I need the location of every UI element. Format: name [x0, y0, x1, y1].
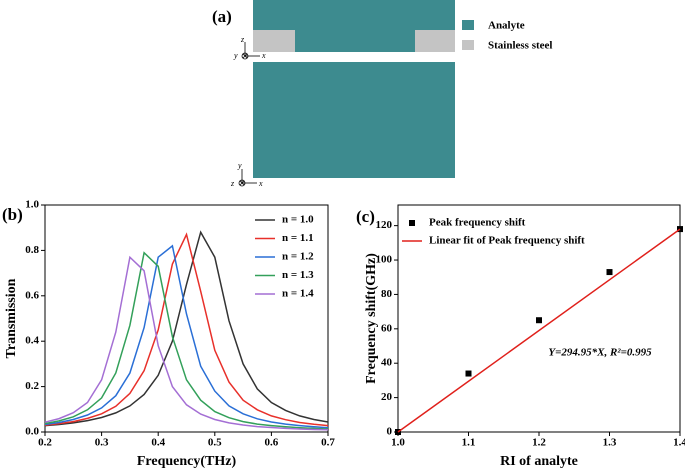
y-tick-label: 0.2	[25, 380, 39, 392]
analyte-slot	[295, 30, 415, 52]
legend-label: Linear fit of Peak frequency shift	[429, 235, 585, 247]
scatter-point	[536, 317, 542, 324]
y-tick-label: 0.0	[25, 426, 39, 438]
x-tick-label: 0.3	[95, 437, 109, 449]
series-line	[44, 255, 329, 431]
panel-label: (c)	[356, 207, 375, 226]
y-tick-label: 60	[381, 322, 393, 334]
scatter-point	[677, 226, 683, 233]
y-tick-label: 0.6	[25, 289, 39, 301]
scatter-point	[465, 370, 472, 377]
y-tick-label: 20	[381, 391, 393, 403]
x-tick-label: 0.6	[265, 437, 279, 449]
x-tick-label: 1.4	[673, 437, 685, 449]
x-tick-label: 0.2	[38, 437, 52, 449]
series-line	[44, 244, 329, 429]
y-tick-label: 40	[381, 357, 393, 369]
y-axis-label: Frequency shift(GHz)	[364, 253, 379, 384]
axis-label: x	[258, 179, 263, 188]
x-tick-label: 0.4	[151, 437, 165, 449]
y-tick-label: 0.8	[25, 244, 39, 256]
analyte-top	[253, 0, 455, 30]
x-axis-label: RI of analyte	[500, 454, 578, 469]
x-tick-label: 0.7	[321, 437, 335, 449]
axis-label: z	[240, 35, 245, 44]
legend-label: n = 1.2	[282, 251, 314, 263]
annotation: Y=294.95*X, R²=0.995	[548, 347, 652, 359]
legend-label: n = 1.0	[282, 214, 314, 226]
steel-right	[415, 30, 455, 52]
y-tick-label: 80	[381, 288, 393, 300]
plot-frame	[44, 204, 329, 433]
x-tick-label: 0.5	[208, 437, 222, 449]
panel-label: (a)	[212, 7, 232, 26]
x-tick-label: 1.1	[462, 437, 476, 449]
x-tick-label: 1.2	[532, 437, 546, 449]
legend-label: Stainless steel	[488, 40, 552, 52]
y-tick-label: 120	[376, 219, 393, 231]
x-tick-label: 1.3	[603, 437, 617, 449]
legend-label: n = 1.1	[282, 232, 314, 244]
series-line	[44, 232, 329, 427]
legend-marker	[409, 220, 415, 226]
axis-label: y	[237, 161, 242, 170]
panel-a: (a) Analyte Stainless steel z y x y z x	[212, 0, 552, 188]
axis-icon	[238, 42, 260, 187]
y-axis-label: Transmission	[4, 278, 19, 358]
legend-label: n = 1.3	[282, 269, 314, 281]
legend-swatch	[462, 40, 474, 50]
legend-label: n = 1.4	[282, 288, 314, 300]
y-tick-label: 100	[376, 254, 393, 266]
axis-label: z	[230, 179, 235, 188]
panel-label: (b)	[2, 205, 23, 224]
scatter-point	[606, 269, 613, 276]
series-line	[44, 230, 329, 427]
x-axis-label: Frequency(THz)	[137, 454, 237, 469]
x-tick-label: 1.0	[391, 437, 405, 449]
axis-label: x	[261, 51, 266, 60]
y-tick-label: 1.0	[25, 199, 39, 211]
y-tick-label: 0	[387, 426, 393, 438]
y-tick-label: 0.4	[25, 335, 39, 347]
legend-label: Peak frequency shift	[429, 217, 526, 229]
steel-left	[253, 30, 295, 52]
series-line	[397, 228, 681, 433]
legend-label: Analyte	[488, 20, 525, 32]
axis-label: y	[233, 51, 238, 60]
legend-swatch	[462, 20, 474, 30]
series-line	[44, 251, 329, 430]
analyte-bottom	[253, 62, 455, 178]
